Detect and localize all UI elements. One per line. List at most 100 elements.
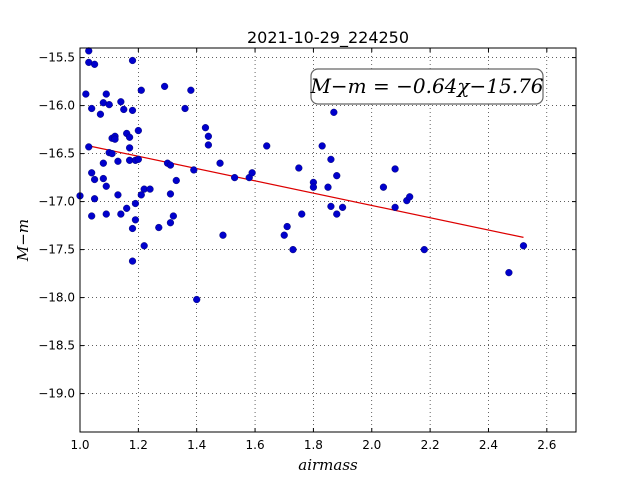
data-point bbox=[128, 257, 137, 265]
data-point bbox=[102, 182, 110, 190]
data-point bbox=[90, 60, 99, 68]
data-point bbox=[379, 183, 388, 191]
data-point bbox=[166, 190, 175, 198]
data-point bbox=[391, 203, 399, 211]
data-point bbox=[190, 166, 198, 174]
x-tick-label: 1.6 bbox=[246, 438, 265, 452]
data-point bbox=[166, 219, 175, 227]
data-point bbox=[137, 86, 145, 94]
data-point bbox=[338, 203, 347, 211]
y-tick-label: −18.0 bbox=[38, 291, 75, 305]
data-point bbox=[333, 172, 341, 180]
data-point bbox=[117, 210, 125, 218]
data-point bbox=[126, 144, 134, 152]
data-point bbox=[114, 191, 122, 199]
data-point bbox=[99, 174, 107, 183]
data-point bbox=[102, 210, 110, 218]
data-point bbox=[204, 141, 212, 149]
data-point bbox=[193, 295, 201, 304]
y-tick-label: −18.5 bbox=[38, 339, 75, 353]
data-point bbox=[327, 202, 335, 211]
data-point bbox=[128, 224, 137, 233]
data-point bbox=[406, 193, 414, 201]
data-point bbox=[88, 212, 96, 220]
data-point bbox=[283, 222, 291, 231]
data-point bbox=[318, 142, 326, 150]
data-point bbox=[82, 90, 90, 98]
data-point bbox=[146, 185, 154, 193]
data-point bbox=[519, 242, 528, 250]
data-point bbox=[128, 56, 137, 65]
data-point bbox=[172, 176, 180, 185]
data-point bbox=[420, 246, 428, 254]
x-tick-label: 2.2 bbox=[421, 438, 440, 452]
data-points bbox=[76, 47, 528, 304]
data-point bbox=[181, 104, 189, 113]
data-point bbox=[324, 183, 332, 191]
data-point bbox=[134, 126, 142, 135]
data-point bbox=[187, 86, 195, 94]
plot-frame bbox=[79, 47, 577, 433]
data-point bbox=[131, 199, 140, 208]
data-point bbox=[88, 169, 96, 177]
data-point bbox=[289, 246, 297, 254]
x-tick-label: 2.6 bbox=[537, 438, 556, 452]
data-point bbox=[90, 195, 99, 203]
data-point bbox=[505, 269, 513, 277]
data-point bbox=[137, 191, 145, 199]
y-tick-label: −17.0 bbox=[38, 195, 75, 209]
data-point bbox=[330, 108, 338, 116]
x-tick-label: 1.0 bbox=[70, 438, 89, 452]
data-point bbox=[111, 135, 119, 143]
data-point bbox=[166, 161, 175, 169]
data-point bbox=[219, 231, 227, 239]
data-point bbox=[231, 174, 239, 182]
data-point bbox=[117, 98, 125, 106]
x-tick-label: 1.8 bbox=[304, 438, 323, 452]
data-point bbox=[309, 183, 318, 191]
x-tick-label: 1.4 bbox=[187, 438, 206, 452]
annotation-box: M−m = −0.64χ−15.76 bbox=[309, 68, 544, 105]
data-point bbox=[216, 159, 224, 167]
y-tick-labels: −15.5 −16.0 −16.5 −17.0 −17.5 −18.0 −18.5 −19.0 bbox=[38, 51, 75, 401]
annotation-text: M−m = −0.64χ−15.76 bbox=[309, 74, 543, 98]
x-tick-label: 2.4 bbox=[479, 438, 498, 452]
data-point bbox=[128, 106, 137, 115]
data-point bbox=[140, 242, 148, 250]
data-point bbox=[280, 231, 288, 239]
y-tick-label: −19.0 bbox=[38, 387, 75, 401]
data-point bbox=[105, 101, 113, 109]
data-point bbox=[248, 169, 256, 177]
data-point bbox=[298, 210, 306, 218]
x-tick-label: 2.0 bbox=[362, 438, 381, 452]
data-point bbox=[295, 164, 303, 172]
x-tick-label: 1.2 bbox=[129, 438, 148, 452]
data-point bbox=[327, 155, 335, 163]
y-tick-label: −16.5 bbox=[38, 147, 75, 161]
data-point bbox=[155, 223, 163, 232]
data-point bbox=[123, 204, 131, 212]
annotation-frame bbox=[310, 68, 544, 105]
data-point bbox=[201, 124, 210, 132]
data-point bbox=[85, 47, 93, 55]
y-tick-label: −15.5 bbox=[38, 51, 75, 65]
data-point bbox=[161, 82, 169, 91]
x-axis-label: airmass bbox=[298, 456, 358, 474]
data-point bbox=[96, 110, 105, 118]
data-point bbox=[391, 165, 399, 173]
data-point bbox=[88, 104, 96, 113]
data-point bbox=[204, 132, 212, 140]
chart-title: 2021-10-29_224250 bbox=[247, 28, 409, 48]
data-point bbox=[333, 210, 341, 218]
data-point bbox=[114, 157, 122, 165]
data-point bbox=[90, 175, 99, 184]
plot-content bbox=[76, 47, 528, 304]
data-point bbox=[85, 143, 93, 151]
y-tick-label: −16.0 bbox=[38, 99, 75, 113]
x-tick-labels: 1.0 1.2 1.4 1.6 1.8 2.0 2.2 2.4 2.6 bbox=[70, 438, 556, 452]
data-point bbox=[169, 212, 177, 220]
grid bbox=[80, 48, 576, 432]
data-point bbox=[134, 155, 142, 163]
data-point bbox=[131, 216, 140, 224]
